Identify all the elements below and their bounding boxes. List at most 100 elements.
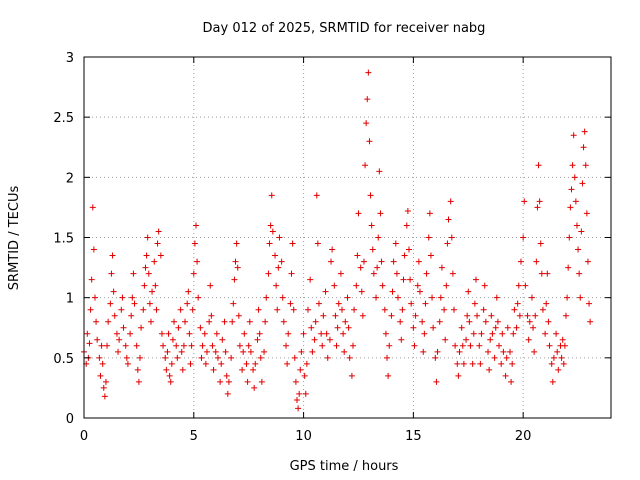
data-point — [443, 282, 450, 289]
data-point — [91, 294, 98, 301]
data-point — [127, 330, 134, 337]
data-point — [206, 318, 213, 325]
data-point — [537, 240, 544, 247]
data-point — [516, 312, 523, 319]
data-point — [456, 348, 463, 355]
data-point — [323, 330, 330, 337]
data-point — [459, 342, 466, 349]
data-point — [476, 342, 483, 349]
data-point — [379, 282, 386, 289]
y-tick-label: 2 — [66, 171, 74, 186]
data-point — [349, 342, 356, 349]
data-point — [337, 270, 344, 277]
data-point — [307, 276, 314, 283]
data-point — [308, 324, 315, 331]
data-point — [88, 276, 95, 283]
data-point — [144, 234, 151, 241]
x-tick-label: 15 — [405, 429, 422, 444]
data-point — [241, 330, 248, 337]
data-point — [315, 300, 322, 307]
data-point — [522, 282, 529, 289]
data-point — [363, 120, 370, 127]
data-point — [458, 324, 465, 331]
data-point — [256, 330, 263, 337]
data-point — [153, 306, 160, 313]
data-point — [322, 288, 329, 295]
data-point — [447, 198, 454, 205]
data-point — [251, 384, 258, 391]
data-point — [173, 342, 180, 349]
data-point — [404, 208, 411, 215]
data-point — [164, 348, 171, 355]
data-point — [209, 342, 216, 349]
data-point — [296, 390, 303, 397]
data-point — [198, 354, 205, 361]
data-point — [280, 318, 287, 325]
data-point — [573, 222, 580, 229]
data-point — [169, 336, 176, 343]
data-point — [344, 294, 351, 301]
data-point — [500, 348, 507, 355]
data-point — [174, 354, 181, 361]
axis-ticks: 0 5 10 15 20 0 0.5 1 1.5 2 2.5 3 — [53, 51, 611, 444]
data-point — [320, 312, 327, 319]
data-point — [395, 294, 402, 301]
data-point — [116, 336, 123, 343]
data-point — [223, 372, 230, 379]
data-point — [261, 348, 268, 355]
data-point — [586, 300, 593, 307]
data-point — [401, 252, 408, 259]
data-point — [146, 300, 153, 307]
data-point — [414, 282, 421, 289]
data-point — [382, 330, 389, 337]
data-point — [231, 276, 238, 283]
data-point — [142, 264, 149, 271]
data-point — [502, 372, 509, 379]
data-point — [534, 204, 541, 211]
data-point — [362, 162, 369, 169]
data-point — [526, 318, 533, 325]
data-point — [445, 216, 452, 223]
data-point — [539, 306, 546, 313]
data-point — [358, 288, 365, 295]
data-point — [392, 240, 399, 247]
data-point — [351, 306, 358, 313]
data-point — [491, 354, 498, 361]
data-point — [415, 258, 422, 265]
data-point — [422, 300, 429, 307]
data-point — [288, 270, 295, 277]
data-point — [436, 318, 443, 325]
data-point — [118, 306, 125, 313]
data-point — [279, 294, 286, 301]
data-point — [562, 312, 569, 319]
data-point — [346, 354, 353, 361]
data-point — [182, 318, 189, 325]
data-point — [219, 336, 226, 343]
data-point — [273, 282, 280, 289]
data-point — [542, 330, 549, 337]
data-point — [191, 240, 198, 247]
data-point — [465, 288, 472, 295]
data-point — [581, 128, 588, 135]
data-point — [158, 330, 165, 337]
data-point — [113, 330, 120, 337]
data-point — [364, 96, 371, 103]
y-tick-label: 2.5 — [53, 111, 74, 126]
data-point — [381, 306, 388, 313]
data-point — [108, 270, 115, 277]
y-tick-label: 0.5 — [53, 352, 74, 367]
data-point — [202, 360, 209, 367]
data-point — [101, 393, 108, 400]
data-point — [160, 342, 167, 349]
data-point — [359, 312, 366, 319]
data-point — [131, 300, 138, 307]
data-point — [437, 294, 444, 301]
data-point — [178, 348, 185, 355]
y-tick-label: 0 — [66, 412, 74, 427]
data-point — [177, 306, 184, 313]
data-point — [250, 366, 257, 373]
data-point — [255, 306, 262, 313]
data-point — [258, 378, 265, 385]
data-point — [135, 378, 142, 385]
